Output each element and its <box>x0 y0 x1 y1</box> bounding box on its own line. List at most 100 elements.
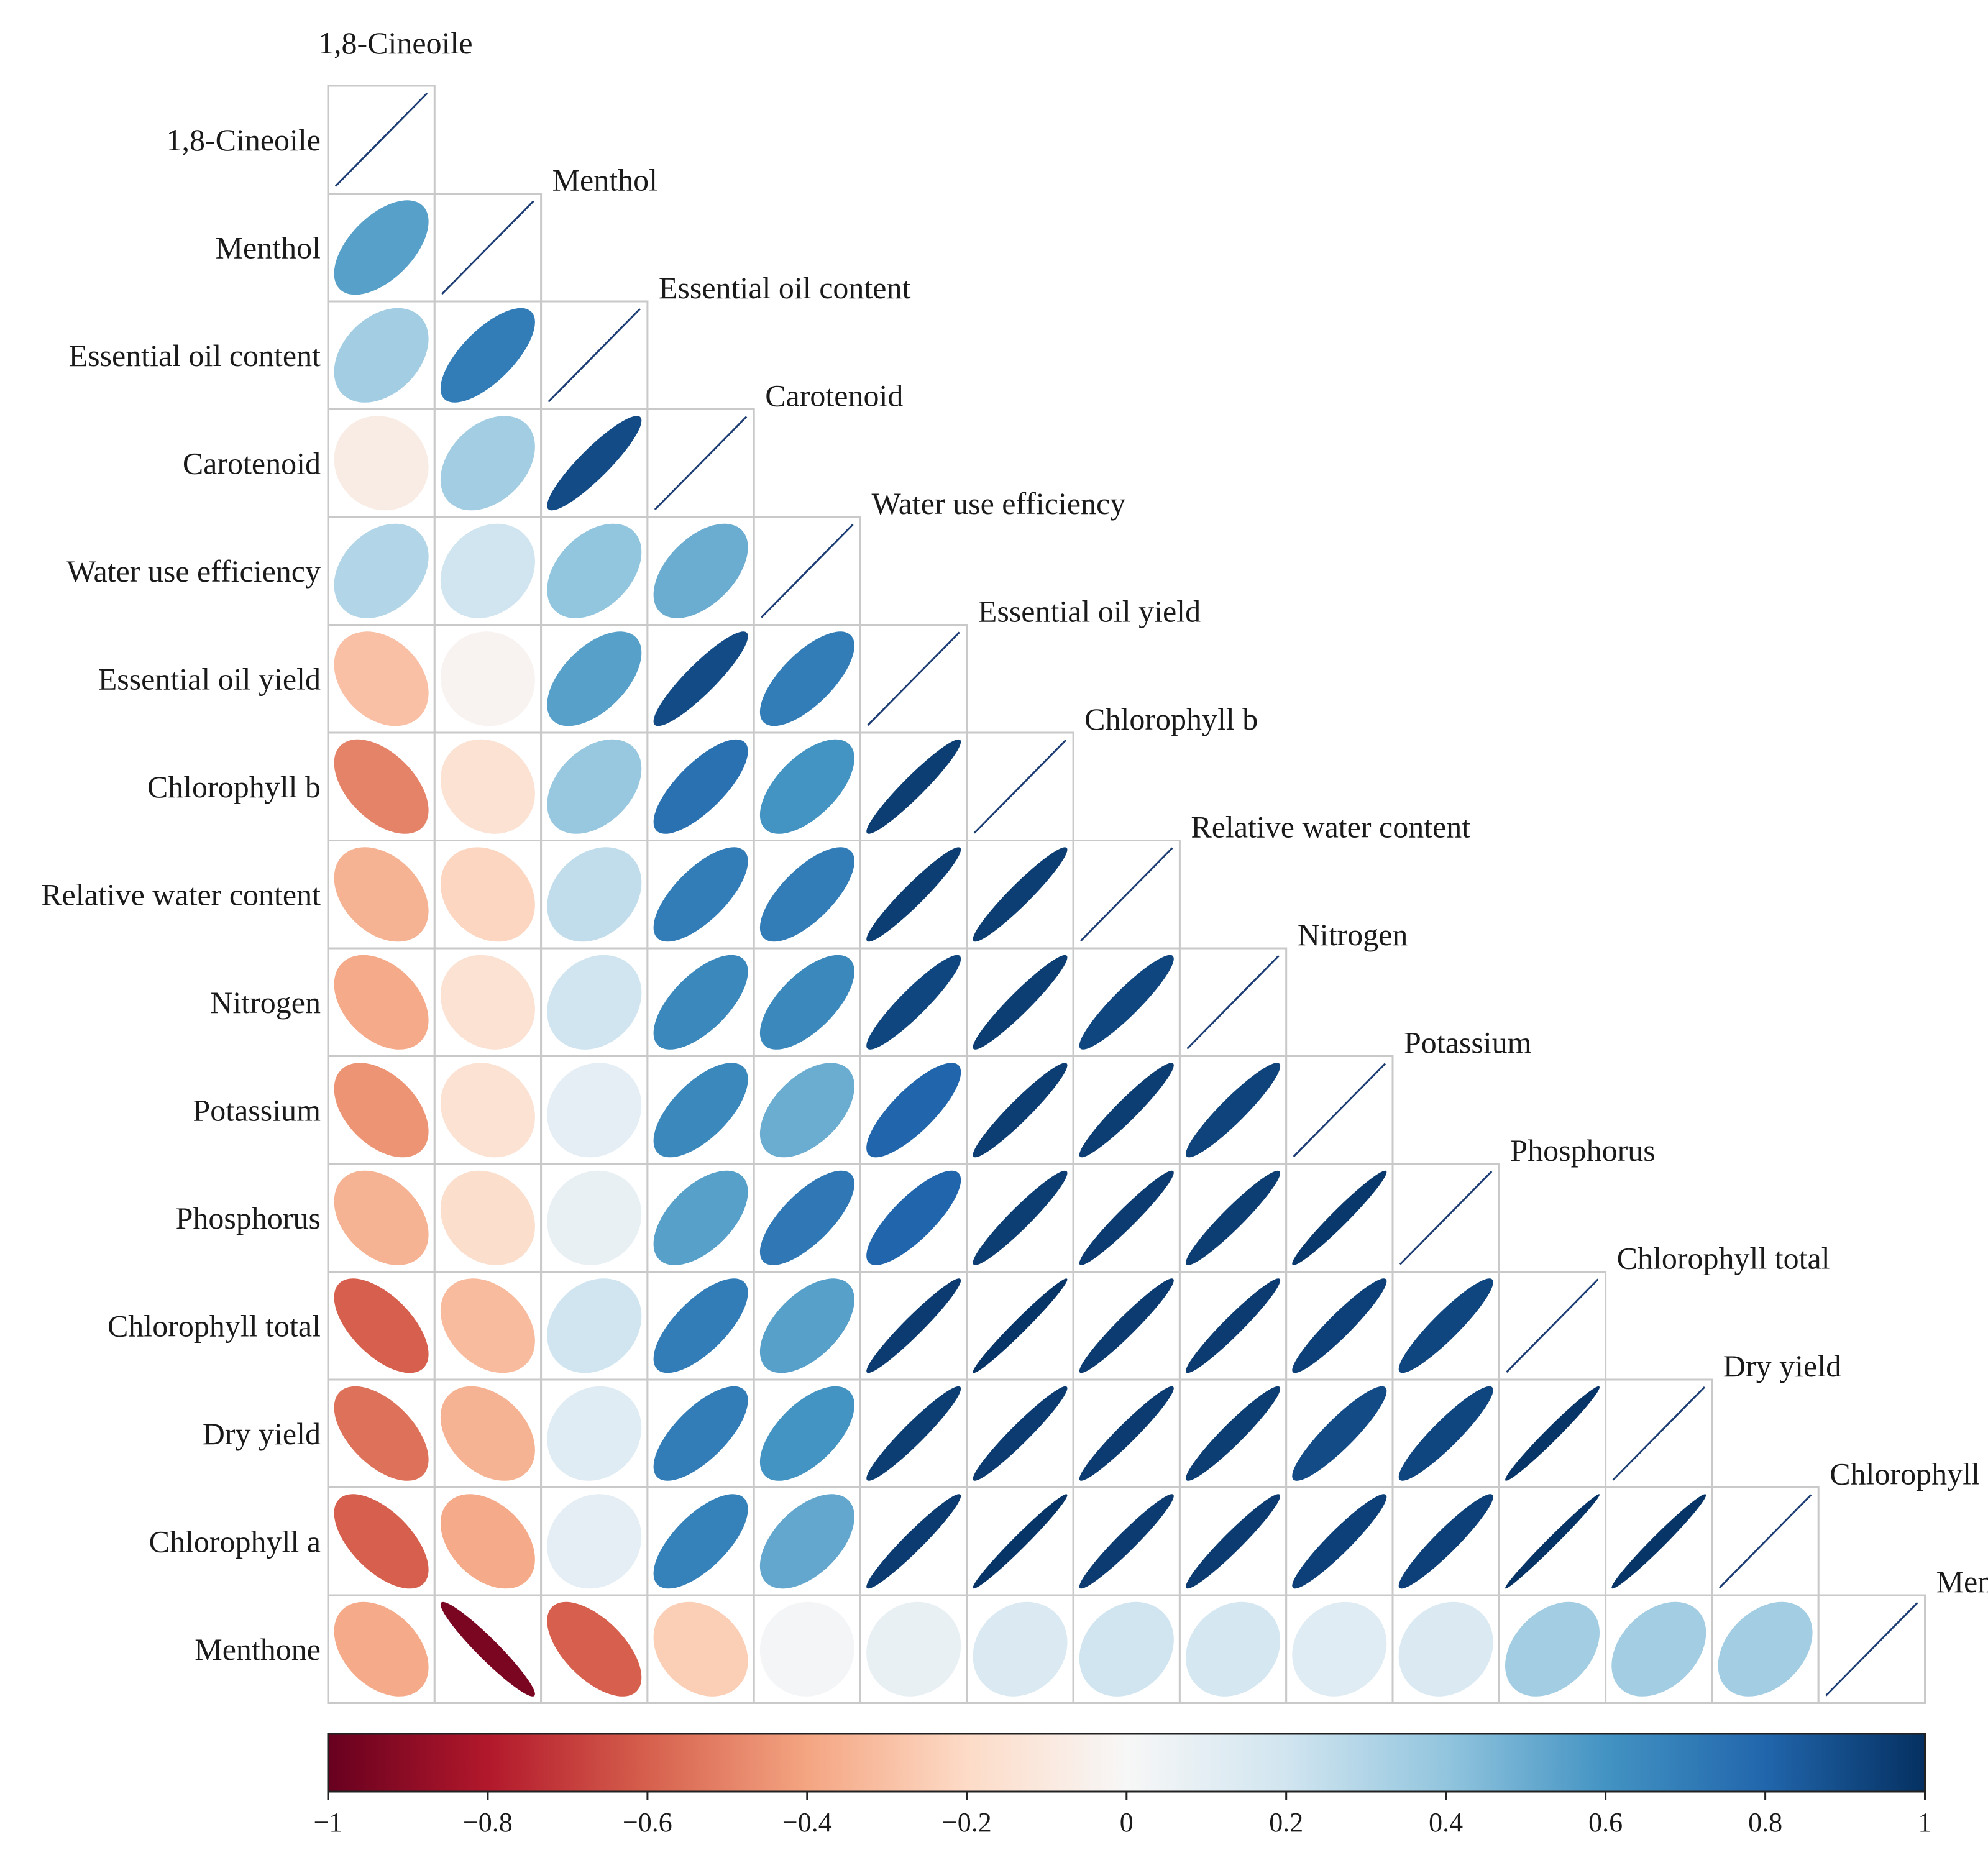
diagonal-line <box>1718 1494 1812 1589</box>
cell-9-5 <box>859 1055 968 1165</box>
cell-4-2 <box>540 516 649 626</box>
diagonal-line <box>441 200 534 295</box>
correlation-ellipse <box>440 416 535 511</box>
correlation-ellipse <box>1292 1601 1387 1697</box>
cell-8-8 <box>1178 947 1288 1057</box>
cell-13-12 <box>1605 1486 1713 1596</box>
correlation-ellipse <box>440 523 535 618</box>
correlation-ellipse <box>1718 1601 1813 1697</box>
cell-1-0 <box>327 193 436 303</box>
correlation-ellipse <box>866 1601 961 1697</box>
cell-10-0 <box>327 1163 436 1273</box>
cell-10-8 <box>1178 1163 1288 1273</box>
cell-14-1 <box>433 1594 543 1704</box>
diagonal-line <box>1612 1386 1705 1481</box>
row-label: Chlorophyll total <box>108 1308 321 1343</box>
cell-5-1 <box>433 624 543 734</box>
correlation-ellipse <box>547 1170 642 1265</box>
colorbar: −1 −0.8 −0.6 −0.4 −0.2 0 0.2 0.4 0.6 0.8 1 <box>314 1733 1932 1838</box>
cell-7-2 <box>540 840 649 950</box>
correlation-ellipse <box>334 1494 429 1589</box>
correlation-ellipse <box>653 1170 748 1265</box>
cell-14-0 <box>327 1594 436 1704</box>
correlation-ellipse <box>547 1278 642 1373</box>
correlation-ellipse <box>759 1601 854 1697</box>
row-label: Phosphorus <box>176 1201 321 1235</box>
cell-9-8 <box>1178 1055 1288 1165</box>
correlation-ellipse <box>440 1063 535 1158</box>
cell-14-11 <box>1498 1594 1607 1704</box>
colorbar-ticks: −1 −0.8 −0.6 −0.4 −0.2 0 0.2 0.4 0.6 0.8 1 <box>314 1792 1932 1838</box>
cell-5-4 <box>753 624 861 734</box>
row-label: Water use efficiency <box>66 554 321 589</box>
cell-2-0 <box>327 300 436 410</box>
cell-9-4 <box>753 1055 861 1165</box>
cell-7-5 <box>859 840 968 950</box>
correlation-ellipse <box>547 955 642 1050</box>
correlation-ellipse <box>973 1386 1068 1481</box>
correlation-ellipse <box>973 955 1068 1050</box>
column-label: Chlorophyll a <box>1830 1457 1988 1491</box>
cell-7-1 <box>433 840 543 950</box>
correlation-ellipse <box>1079 1278 1174 1373</box>
cell-13-6 <box>966 1486 1074 1596</box>
colorbar-gradient <box>327 1733 1926 1793</box>
cell-9-6 <box>966 1055 1074 1165</box>
cell-14-13 <box>1711 1594 1820 1704</box>
row-label: Nitrogen <box>210 985 321 1020</box>
correlation-ellipse <box>759 1170 854 1265</box>
correlation-ellipse <box>334 1170 429 1265</box>
cell-4-4 <box>753 516 861 626</box>
cell-14-8 <box>1178 1594 1288 1704</box>
correlation-ellipse <box>1079 1386 1174 1481</box>
cell-11-5 <box>859 1271 968 1381</box>
correlation-ellipse <box>653 955 748 1050</box>
cell-13-4 <box>753 1486 861 1596</box>
colorbar-tick-label: −1 <box>314 1807 343 1838</box>
row-labels: 1,8-Cineoile Menthol Essential oil content… <box>41 122 321 1667</box>
correlation-ellipse <box>440 308 535 403</box>
correlation-ellipse <box>440 1386 535 1481</box>
column-label: Carotenoid <box>765 378 903 413</box>
cell-12-1 <box>433 1378 543 1488</box>
cell-6-2 <box>540 731 649 841</box>
colorbar-tick-label: 0.8 <box>1748 1807 1782 1838</box>
correlation-ellipse <box>759 1386 854 1481</box>
correlation-ellipse <box>1292 1278 1387 1373</box>
cell-10-10 <box>1391 1163 1500 1273</box>
diagonal-line <box>1399 1170 1493 1265</box>
cell-1-1 <box>433 193 543 303</box>
correlation-ellipse <box>759 955 854 1050</box>
cell-14-14 <box>1817 1594 1926 1704</box>
cell-9-7 <box>1072 1055 1181 1165</box>
correlation-cells <box>327 85 1926 1704</box>
cell-14-5 <box>859 1594 968 1704</box>
correlation-ellipse <box>1186 1170 1281 1265</box>
cell-7-0 <box>327 840 436 950</box>
diagonal-line <box>867 631 960 726</box>
cell-3-0 <box>327 408 436 518</box>
correlation-ellipse <box>973 1494 1068 1589</box>
cell-13-10 <box>1391 1486 1500 1596</box>
diagonal-line <box>654 416 748 511</box>
cell-10-5 <box>859 1163 968 1273</box>
correlation-ellipse <box>653 1494 748 1589</box>
correlation-ellipse <box>653 1278 748 1373</box>
row-label: Dry yield <box>203 1416 321 1451</box>
cell-13-9 <box>1285 1486 1394 1596</box>
correlation-ellipse <box>866 1386 961 1481</box>
cell-5-3 <box>646 624 755 734</box>
cell-5-0 <box>327 624 436 734</box>
cell-12-0 <box>327 1378 436 1488</box>
correlation-ellipse <box>547 523 642 618</box>
cell-13-3 <box>646 1486 755 1596</box>
cell-10-2 <box>540 1163 649 1273</box>
correlation-ellipse <box>1079 1494 1174 1589</box>
row-label: Essential oil content <box>69 338 321 373</box>
cell-9-0 <box>327 1055 436 1165</box>
correlation-ellipse <box>547 631 642 726</box>
cell-7-4 <box>753 840 861 950</box>
correlation-ellipse <box>1292 1170 1387 1265</box>
cell-8-1 <box>433 947 543 1057</box>
